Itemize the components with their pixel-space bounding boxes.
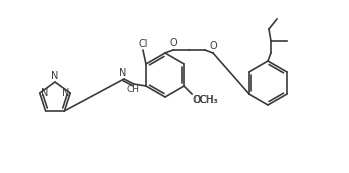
Text: N: N [41, 88, 48, 98]
Text: N: N [51, 71, 59, 81]
Text: O: O [193, 95, 201, 105]
Text: N: N [62, 88, 69, 98]
Text: Cl: Cl [138, 39, 148, 49]
Text: O: O [169, 38, 177, 48]
Text: O: O [209, 41, 217, 51]
Text: CH: CH [126, 85, 140, 94]
Text: N: N [119, 68, 127, 78]
Text: CH₃: CH₃ [199, 95, 217, 105]
Text: OCH₃: OCH₃ [192, 95, 218, 105]
